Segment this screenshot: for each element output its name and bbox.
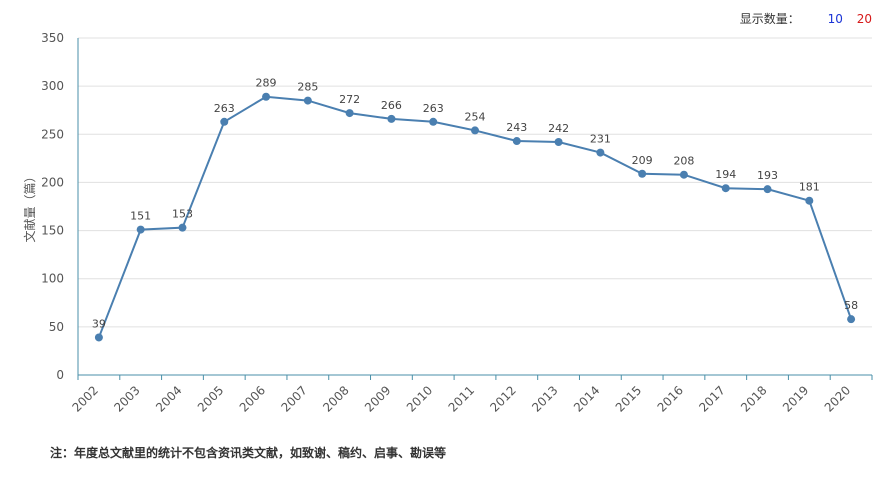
x-tick-label: 2014 bbox=[571, 383, 602, 414]
x-tick-label: 2015 bbox=[613, 383, 644, 414]
x-tick-label: 2003 bbox=[111, 383, 142, 414]
x-tick-label: 2002 bbox=[70, 383, 101, 414]
data-label: 194 bbox=[715, 168, 736, 181]
x-tick-label: 2019 bbox=[780, 383, 811, 414]
footnote: 注：年度总文献里的统计不包含资讯类文献，如致谢、稿约、启事、勘误等 bbox=[50, 446, 447, 460]
y-tick-label: 250 bbox=[41, 127, 64, 141]
data-point bbox=[387, 114, 396, 123]
data-point bbox=[345, 109, 354, 118]
data-label: 263 bbox=[423, 102, 444, 115]
data-point bbox=[178, 223, 187, 232]
data-point bbox=[262, 92, 271, 101]
x-tick-label: 2004 bbox=[153, 383, 184, 414]
data-point bbox=[805, 196, 814, 205]
y-tick-label: 200 bbox=[41, 175, 64, 189]
y-tick-label: 50 bbox=[49, 320, 64, 334]
data-label: 208 bbox=[673, 155, 694, 168]
data-point bbox=[220, 117, 229, 126]
y-tick-label: 0 bbox=[56, 368, 64, 382]
y-tick-label: 350 bbox=[41, 31, 64, 45]
data-label: 153 bbox=[172, 208, 193, 221]
data-point bbox=[763, 185, 772, 194]
data-point bbox=[94, 333, 103, 342]
x-tick-label: 2008 bbox=[320, 383, 351, 414]
data-label: 272 bbox=[339, 93, 360, 106]
data-point bbox=[471, 126, 479, 135]
data-label: 209 bbox=[632, 154, 653, 167]
data-label: 289 bbox=[256, 77, 277, 90]
data-point bbox=[512, 137, 521, 146]
data-label: 266 bbox=[381, 99, 402, 112]
x-tick-label: 2009 bbox=[362, 383, 393, 414]
display-count-control: 显示数量： 10 20 bbox=[740, 10, 872, 27]
x-tick-label: 2018 bbox=[738, 383, 769, 414]
data-point bbox=[596, 148, 605, 157]
display-count-20-option[interactable]: 20 bbox=[856, 12, 872, 26]
data-point bbox=[721, 184, 730, 193]
x-tick-label: 2007 bbox=[278, 383, 309, 414]
x-tick-label: 2006 bbox=[237, 383, 268, 414]
y-tick-label: 300 bbox=[41, 79, 64, 93]
data-label: 242 bbox=[548, 122, 569, 135]
display-count-10-option[interactable]: 10 bbox=[827, 12, 843, 26]
data-point bbox=[847, 315, 856, 324]
display-count-label: 显示数量： bbox=[739, 12, 800, 26]
data-label: 243 bbox=[506, 121, 527, 134]
data-label: 151 bbox=[130, 210, 151, 223]
data-point bbox=[638, 169, 647, 178]
data-point bbox=[679, 170, 688, 179]
data-label: 193 bbox=[757, 169, 778, 182]
data-point bbox=[303, 96, 312, 105]
data-label: 58 bbox=[844, 299, 858, 312]
x-tick-label: 2005 bbox=[195, 383, 226, 414]
data-label: 285 bbox=[297, 81, 318, 94]
x-tick-label: 2020 bbox=[822, 383, 853, 414]
x-tick-label: 2013 bbox=[529, 383, 560, 414]
data-label: 263 bbox=[214, 102, 235, 115]
data-label: 39 bbox=[92, 317, 106, 330]
x-tick-label: 2010 bbox=[404, 383, 435, 414]
data-point bbox=[136, 225, 145, 234]
data-point bbox=[554, 137, 563, 146]
x-tick-label: 2011 bbox=[446, 383, 477, 414]
y-tick-label: 100 bbox=[41, 272, 64, 286]
data-point bbox=[429, 117, 438, 126]
data-label: 181 bbox=[799, 181, 820, 194]
y-tick-label: 150 bbox=[41, 224, 64, 238]
x-tick-label: 2017 bbox=[696, 383, 727, 414]
x-tick-label: 2012 bbox=[487, 383, 518, 414]
x-tick-label: 2016 bbox=[655, 383, 686, 414]
y-axis-title: 文献量（篇） bbox=[22, 170, 37, 242]
data-label: 254 bbox=[465, 110, 486, 123]
data-label: 231 bbox=[590, 133, 611, 146]
